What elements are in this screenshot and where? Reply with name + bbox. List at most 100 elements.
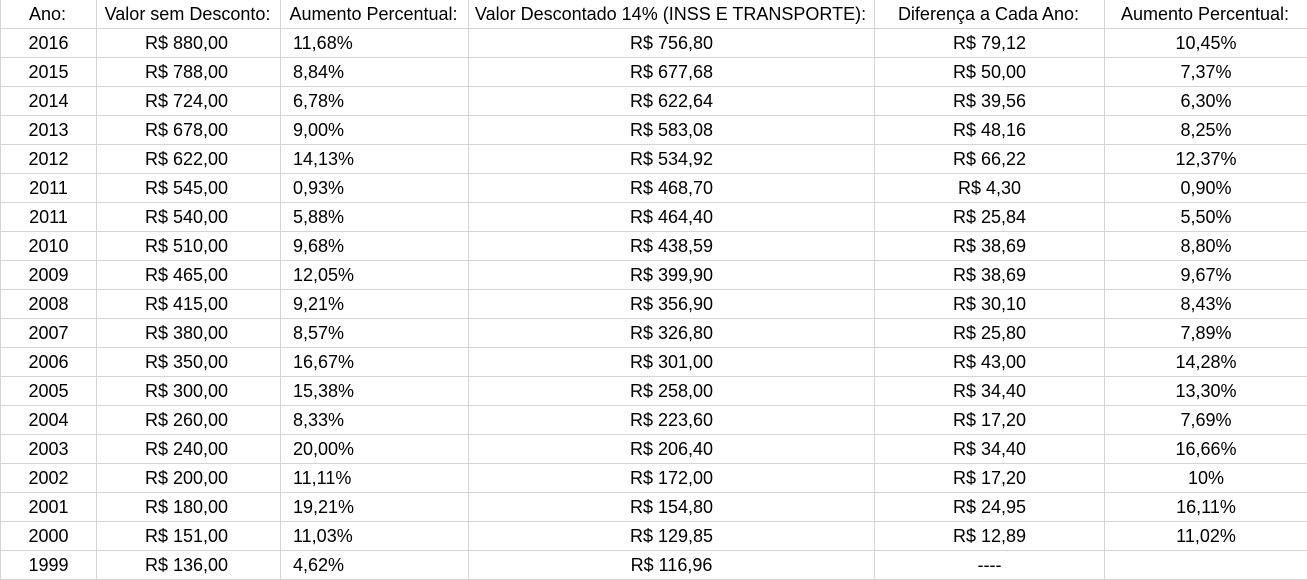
cell-aumento-percentual-2[interactable]: 16,11% — [1105, 493, 1307, 522]
cell-aumento-percentual-2[interactable]: 9,67% — [1105, 261, 1307, 290]
cell-aumento-percentual-2[interactable] — [1105, 551, 1307, 580]
cell-aumento-percentual-2[interactable]: 14,28% — [1105, 348, 1307, 377]
cell-ano[interactable]: 2006 — [1, 348, 97, 377]
cell-diferenca-ano[interactable]: R$ 34,40 — [875, 435, 1105, 464]
cell-ano[interactable]: 2001 — [1, 493, 97, 522]
cell-aumento-percentual-2[interactable]: 8,80% — [1105, 232, 1307, 261]
cell-diferenca-ano[interactable]: R$ 43,00 — [875, 348, 1105, 377]
cell-valor-sem-desconto[interactable]: R$ 260,00 — [97, 406, 281, 435]
cell-diferenca-ano[interactable]: R$ 66,22 — [875, 145, 1105, 174]
header-cell-ano[interactable]: Ano: — [1, 0, 97, 29]
cell-valor-descontado[interactable]: R$ 583,08 — [469, 116, 875, 145]
cell-diferenca-ano[interactable]: R$ 4,30 — [875, 174, 1105, 203]
cell-valor-sem-desconto[interactable]: R$ 200,00 — [97, 464, 281, 493]
cell-ano[interactable]: 1999 — [1, 551, 97, 580]
cell-aumento-percentual-2[interactable]: 12,37% — [1105, 145, 1307, 174]
cell-valor-sem-desconto[interactable]: R$ 151,00 — [97, 522, 281, 551]
cell-aumento-percentual-2[interactable]: 16,66% — [1105, 435, 1307, 464]
cell-diferenca-ano[interactable]: R$ 38,69 — [875, 232, 1105, 261]
cell-valor-sem-desconto[interactable]: R$ 724,00 — [97, 87, 281, 116]
cell-aumento-percentual[interactable]: 8,57% — [281, 319, 469, 348]
header-cell-diferenca-ano[interactable]: Diferença a Cada Ano: — [875, 0, 1105, 29]
cell-diferenca-ano[interactable]: R$ 34,40 — [875, 377, 1105, 406]
cell-diferenca-ano[interactable]: R$ 39,56 — [875, 87, 1105, 116]
cell-aumento-percentual[interactable]: 16,67% — [281, 348, 469, 377]
header-cell-aumento-percentual-2[interactable]: Aumento Percentual: — [1105, 0, 1307, 29]
cell-valor-sem-desconto[interactable]: R$ 240,00 — [97, 435, 281, 464]
cell-aumento-percentual[interactable]: 8,84% — [281, 58, 469, 87]
cell-diferenca-ano[interactable]: R$ 25,80 — [875, 319, 1105, 348]
cell-aumento-percentual-2[interactable]: 10,45% — [1105, 29, 1307, 58]
cell-aumento-percentual[interactable]: 9,68% — [281, 232, 469, 261]
cell-aumento-percentual[interactable]: 9,00% — [281, 116, 469, 145]
cell-valor-descontado[interactable]: R$ 206,40 — [469, 435, 875, 464]
cell-valor-descontado[interactable]: R$ 301,00 — [469, 348, 875, 377]
cell-valor-descontado[interactable]: R$ 116,96 — [469, 551, 875, 580]
header-cell-valor-sem-desconto[interactable]: Valor sem Desconto: — [97, 0, 281, 29]
cell-aumento-percentual-2[interactable]: 13,30% — [1105, 377, 1307, 406]
cell-aumento-percentual[interactable]: 15,38% — [281, 377, 469, 406]
cell-valor-sem-desconto[interactable]: R$ 540,00 — [97, 203, 281, 232]
cell-diferenca-ano[interactable]: R$ 17,20 — [875, 406, 1105, 435]
cell-valor-sem-desconto[interactable]: R$ 880,00 — [97, 29, 281, 58]
cell-ano[interactable]: 2009 — [1, 261, 97, 290]
cell-diferenca-ano[interactable]: R$ 48,16 — [875, 116, 1105, 145]
cell-valor-descontado[interactable]: R$ 756,80 — [469, 29, 875, 58]
cell-aumento-percentual[interactable]: 12,05% — [281, 261, 469, 290]
cell-valor-descontado[interactable]: R$ 154,80 — [469, 493, 875, 522]
cell-aumento-percentual-2[interactable]: 6,30% — [1105, 87, 1307, 116]
cell-aumento-percentual[interactable]: 11,11% — [281, 464, 469, 493]
cell-ano[interactable]: 2014 — [1, 87, 97, 116]
cell-diferenca-ano[interactable]: R$ 38,69 — [875, 261, 1105, 290]
cell-aumento-percentual[interactable]: 8,33% — [281, 406, 469, 435]
cell-ano[interactable]: 2012 — [1, 145, 97, 174]
cell-valor-sem-desconto[interactable]: R$ 380,00 — [97, 319, 281, 348]
cell-ano[interactable]: 2000 — [1, 522, 97, 551]
cell-ano[interactable]: 2015 — [1, 58, 97, 87]
cell-ano[interactable]: 2010 — [1, 232, 97, 261]
cell-aumento-percentual[interactable]: 20,00% — [281, 435, 469, 464]
cell-aumento-percentual-2[interactable]: 11,02% — [1105, 522, 1307, 551]
cell-valor-descontado[interactable]: R$ 622,64 — [469, 87, 875, 116]
cell-aumento-percentual-2[interactable]: 5,50% — [1105, 203, 1307, 232]
cell-aumento-percentual-2[interactable]: 0,90% — [1105, 174, 1307, 203]
cell-diferenca-ano[interactable]: R$ 17,20 — [875, 464, 1105, 493]
cell-ano[interactable]: 2016 — [1, 29, 97, 58]
header-cell-valor-descontado[interactable]: Valor Descontado 14% (INSS E TRANSPORTE)… — [469, 0, 875, 29]
cell-valor-sem-desconto[interactable]: R$ 350,00 — [97, 348, 281, 377]
cell-ano[interactable]: 2013 — [1, 116, 97, 145]
cell-aumento-percentual[interactable]: 0,93% — [281, 174, 469, 203]
cell-valor-descontado[interactable]: R$ 468,70 — [469, 174, 875, 203]
cell-valor-descontado[interactable]: R$ 438,59 — [469, 232, 875, 261]
cell-diferenca-ano[interactable]: R$ 79,12 — [875, 29, 1105, 58]
cell-diferenca-ano[interactable]: R$ 50,00 — [875, 58, 1105, 87]
cell-valor-descontado[interactable]: R$ 326,80 — [469, 319, 875, 348]
cell-aumento-percentual-2[interactable]: 10% — [1105, 464, 1307, 493]
cell-aumento-percentual[interactable]: 11,68% — [281, 29, 469, 58]
cell-aumento-percentual-2[interactable]: 7,89% — [1105, 319, 1307, 348]
header-cell-aumento-percentual[interactable]: Aumento Percentual: — [281, 0, 469, 29]
cell-ano[interactable]: 2002 — [1, 464, 97, 493]
cell-aumento-percentual-2[interactable]: 8,25% — [1105, 116, 1307, 145]
cell-diferenca-ano[interactable]: R$ 30,10 — [875, 290, 1105, 319]
cell-valor-descontado[interactable]: R$ 677,68 — [469, 58, 875, 87]
cell-valor-descontado[interactable]: R$ 223,60 — [469, 406, 875, 435]
cell-valor-sem-desconto[interactable]: R$ 545,00 — [97, 174, 281, 203]
cell-valor-sem-desconto[interactable]: R$ 136,00 — [97, 551, 281, 580]
cell-ano[interactable]: 2005 — [1, 377, 97, 406]
cell-aumento-percentual[interactable]: 11,03% — [281, 522, 469, 551]
cell-ano[interactable]: 2003 — [1, 435, 97, 464]
cell-aumento-percentual[interactable]: 14,13% — [281, 145, 469, 174]
cell-ano[interactable]: 2007 — [1, 319, 97, 348]
cell-valor-sem-desconto[interactable]: R$ 678,00 — [97, 116, 281, 145]
cell-valor-descontado[interactable]: R$ 172,00 — [469, 464, 875, 493]
cell-valor-sem-desconto[interactable]: R$ 415,00 — [97, 290, 281, 319]
cell-aumento-percentual-2[interactable]: 7,37% — [1105, 58, 1307, 87]
cell-aumento-percentual-2[interactable]: 8,43% — [1105, 290, 1307, 319]
cell-valor-sem-desconto[interactable]: R$ 180,00 — [97, 493, 281, 522]
cell-valor-descontado[interactable]: R$ 464,40 — [469, 203, 875, 232]
cell-valor-descontado[interactable]: R$ 399,90 — [469, 261, 875, 290]
cell-ano[interactable]: 2011 — [1, 174, 97, 203]
cell-aumento-percentual[interactable]: 9,21% — [281, 290, 469, 319]
cell-ano[interactable]: 2004 — [1, 406, 97, 435]
